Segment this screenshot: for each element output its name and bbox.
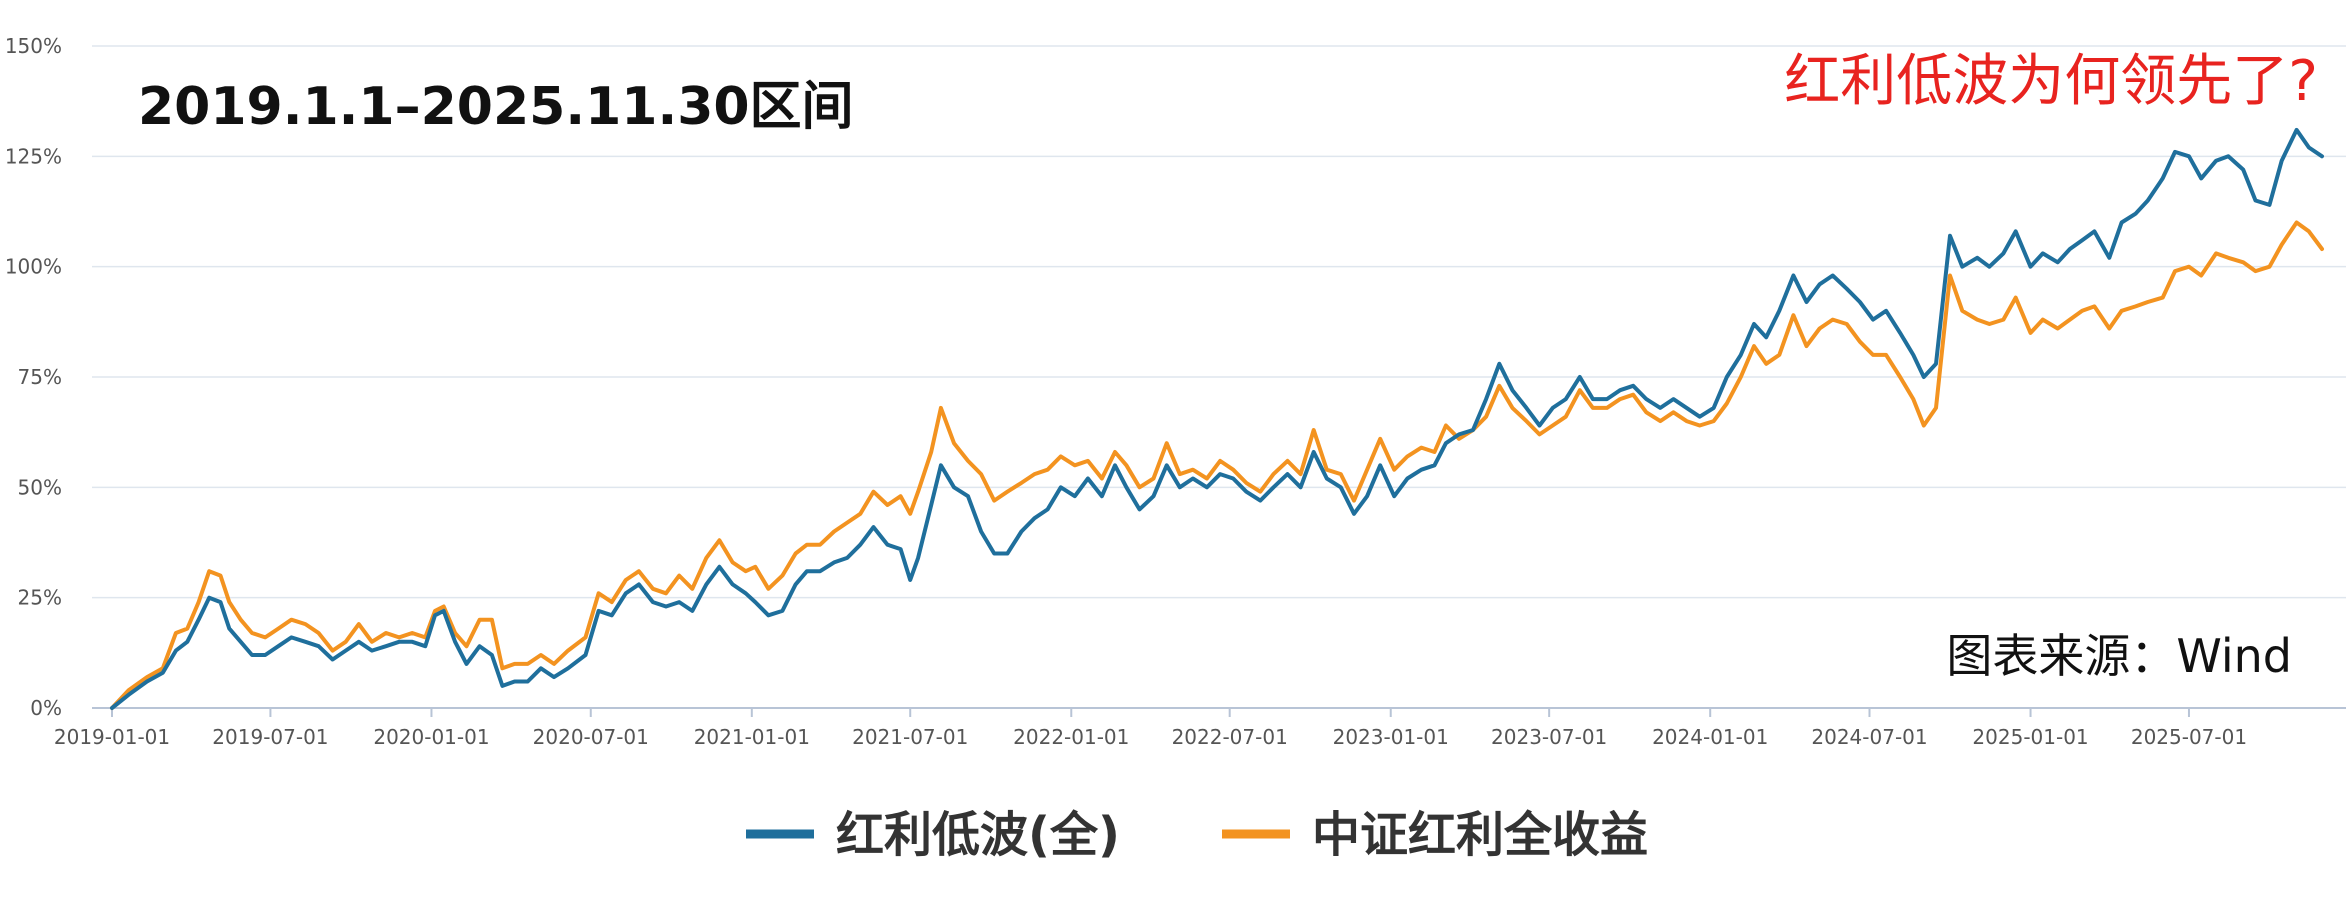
x-axis: 2019-01-01 2019-07-01 2020-01-01 2020-07-01…	[54, 707, 2346, 749]
x-tick-label: 2023-07-01	[1491, 725, 1607, 749]
period-annotation: 2019.1.1–2025.11.30区间	[138, 77, 854, 137]
legend: 红利低波(全) 中证红利全收益	[746, 807, 1648, 863]
legend-label-series-1: 红利低波(全)	[836, 807, 1120, 863]
x-tick-label: 2022-01-01	[1013, 725, 1129, 749]
x-tick-label: 2021-01-01	[694, 725, 810, 749]
y-tick-label: 125%	[5, 144, 62, 168]
series-layer	[110, 127, 2324, 710]
question-annotation: 红利低波为何领先了?	[1784, 49, 2318, 114]
y-tick-label: 150%	[5, 34, 62, 58]
y-tick-label: 25%	[18, 586, 62, 610]
y-tick-label: 100%	[5, 255, 62, 279]
x-tick-label: 2025-07-01	[2131, 725, 2247, 749]
y-tick-label: 75%	[18, 365, 62, 389]
x-tick-label: 2024-07-01	[1811, 725, 1927, 749]
series-line-2	[110, 220, 2324, 710]
y-tick-label: 0%	[30, 696, 62, 720]
x-tick-label: 2019-01-01	[54, 725, 170, 749]
x-tick-label: 2022-07-01	[1172, 725, 1288, 749]
x-tick-label: 2023-01-01	[1333, 725, 1449, 749]
x-tick-label: 2025-01-01	[1972, 725, 2088, 749]
gridlines	[92, 45, 2346, 599]
x-tick-label: 2019-07-01	[212, 725, 328, 749]
x-tick-label: 2020-07-01	[533, 725, 649, 749]
x-tick-label: 2020-01-01	[373, 725, 489, 749]
x-tick-label: 2021-07-01	[852, 725, 968, 749]
y-axis: 0% 25% 50% 75% 100% 125% 150%	[5, 34, 62, 720]
x-tick-label: 2024-01-01	[1652, 725, 1768, 749]
y-tick-label: 50%	[18, 475, 62, 499]
source-annotation: 图表来源：Wind	[1946, 629, 2292, 683]
series-line-1	[110, 127, 2324, 710]
legend-label-series-2: 中证红利全收益	[1312, 807, 1648, 863]
